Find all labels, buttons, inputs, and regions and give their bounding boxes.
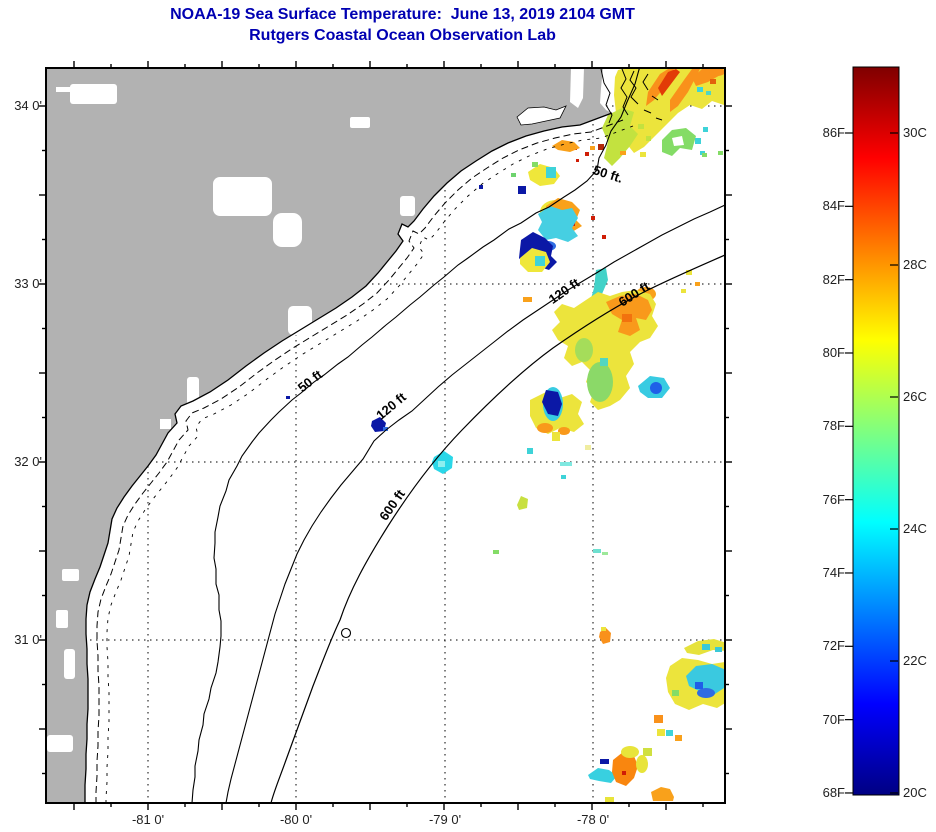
plot-border [45,67,726,804]
cb-20c: 20C [903,785,927,800]
cb-84f: 84F [822,198,845,213]
land [47,69,612,802]
cb-26c: 26C [903,389,927,404]
contour-120ft [225,204,724,802]
cb-28c: 28C [903,257,927,272]
cloud-patches [47,84,415,752]
figure-subtitle: Rutgers Coastal Ocean Observation Lab [249,27,556,44]
depth-contours [191,69,724,802]
ylabel-31: 31 0' [14,632,42,647]
cb-70f: 70F [822,712,845,727]
xlabel-78: -78 0' [576,812,610,827]
cb-86f: 86F [822,125,845,140]
cape-fear-river [570,69,584,108]
cb-30c: 30C [903,125,927,140]
colorbar-ticks [845,132,898,794]
colorbar [852,66,900,796]
cb-78f: 78F [822,418,845,433]
coastline [84,69,663,802]
xlabel-79: -79 0' [428,812,462,827]
cb-68f: 68F [822,785,845,800]
cb-76f: 76F [822,492,845,507]
ylabel-33: 33 0' [14,276,42,291]
xlabel-81: -81 0' [131,812,165,827]
cb-80f: 80F [822,345,845,360]
cb-22c: 22C [903,653,927,668]
ylabel-32: 32 0' [14,454,42,469]
sst-patches [286,69,724,802]
contour-600ft [270,254,724,802]
cb-72f: 72F [822,638,845,653]
ylabel-34: 34 0' [14,98,42,113]
axis-ticks [39,61,732,810]
cb-24c: 24C [903,521,927,536]
xlabel-80: -80 0' [279,812,313,827]
contour-50ft [191,69,640,802]
figure-title: NOAA-19 Sea Surface Temperature: June 13… [170,6,635,23]
depth-circle [340,627,352,639]
cb-74f: 74F [822,565,845,580]
cb-82f: 82F [822,272,845,287]
